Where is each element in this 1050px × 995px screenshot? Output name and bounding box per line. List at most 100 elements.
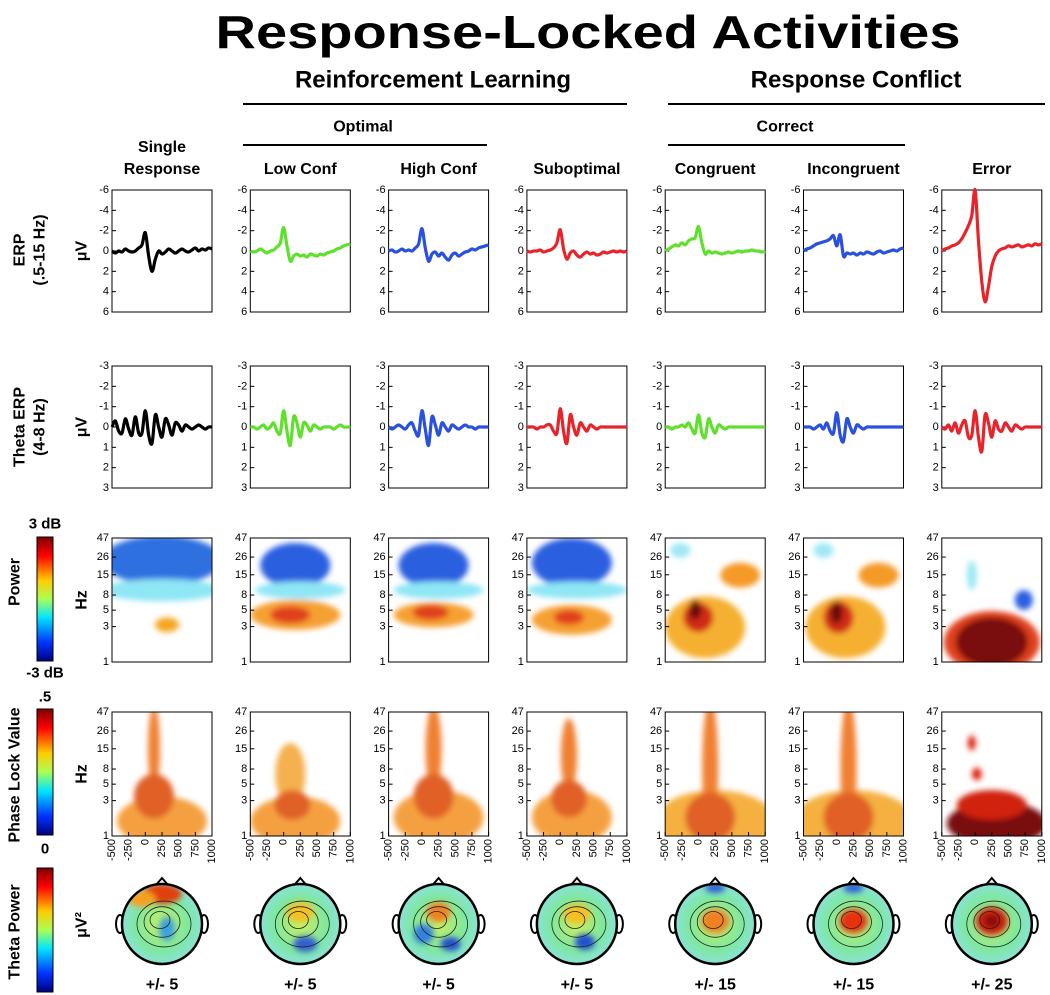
group-label: Reinforcement Learning [295,67,571,94]
plot-frame [526,537,628,663]
column-title: Incongruent [807,161,900,178]
x-tick-label: 750 [1019,839,1031,857]
x-tick-label: 1000 [483,839,495,863]
y-tick-label: 0 [933,421,939,433]
plot-frame [803,537,904,663]
column-title: Suboptimal [533,161,621,178]
y-tick-label: 6 [518,306,524,318]
scalp-blob [701,909,730,933]
y-tick-label: 6 [656,306,662,318]
y-tick-label: -3 [652,360,662,372]
y-tick-label: 1 [103,656,109,668]
y-tick-label: 1 [794,830,800,842]
x-tick-label: -500 [383,839,395,861]
row-label: Theta Power [7,884,24,979]
contour [136,900,192,948]
heatmap-image [805,542,899,659]
y-tick-label: 8 [794,589,800,601]
y-tick-label: 5 [794,778,800,790]
waveform [387,409,489,448]
x-tick-label: -250 [123,839,135,861]
y-tick-label: -1 [238,401,248,413]
contour [696,906,734,938]
contour [413,900,469,948]
scalp-outline [673,882,757,966]
y-tick-label: 26 [788,551,800,563]
y-tick-label: 15 [650,743,662,755]
heat-blob [412,604,449,620]
topomap-scale: +/- 5 [146,977,179,994]
scalp-blobs [975,907,1008,935]
y-tick-label: 5 [103,778,109,790]
x-tick-label: -500 [798,839,810,861]
y-tick-label: 5 [656,604,662,616]
y-tick-label: 2 [794,462,800,474]
y-tick-label: -3 [238,360,248,372]
y-tick-label: 47 [650,532,662,544]
scalp-blob [413,924,434,944]
heat-blob [155,617,179,633]
y-axis-label: Hz [74,590,91,610]
scalp-outline [120,882,204,966]
y-tick-label: -6 [376,184,386,196]
y-axis-label: μV [74,240,91,261]
x-tick-label: -250 [538,839,550,861]
y-tick-label: 1 [794,656,800,668]
x-tick-label: 750 [604,839,616,857]
heat-blob [858,562,899,588]
heat-blob [255,581,346,599]
y-tick-label: -1 [514,401,524,413]
x-tick-label: -250 [399,839,411,861]
y-tick-label: 26 [512,725,524,737]
heatmap-image [117,712,207,836]
y-tick-label: 5 [656,778,662,790]
heat-blob [526,581,627,599]
heatmap-image [112,538,212,633]
heat-blob [670,542,691,558]
y-tick-label: -4 [791,204,801,216]
y-tick-label: -1 [652,401,662,413]
scalp-blobs [562,904,595,950]
contour [835,906,872,938]
heat-blob [112,538,212,586]
y-tick-label: -3 [99,360,109,372]
y-tick-label: -2 [376,225,386,237]
y-tick-label: 3 [794,621,800,633]
y-tick-label: 1 [241,830,247,842]
heat-blobs [393,712,484,836]
x-tick-label: 500 [864,839,876,857]
y-tick-label: 47 [373,706,385,718]
heat-blobs [250,743,341,836]
heat-blob [134,774,174,819]
y-tick-label: 8 [656,763,662,775]
scalp-outline [950,882,1034,966]
y-tick-label: 26 [927,725,939,737]
scalp-blob [440,937,461,951]
topomap-scale: +/- 15 [833,977,874,994]
y-tick-label: -2 [791,225,801,237]
y-tick-label: 3 [379,482,385,494]
colorbar-label: -3 dB [26,665,64,682]
y-tick-label: 8 [518,589,524,601]
y-tick-label: 6 [379,306,385,318]
y-tick-label: 2 [656,265,662,277]
x-tick-label: 250 [571,839,583,857]
y-tick-label: 47 [373,532,385,544]
y-tick-label: 15 [512,569,524,581]
heatmap-image [393,712,484,836]
y-tick-label: 0 [656,421,662,433]
y-tick-label: 2 [933,265,939,277]
y-tick-label: 1 [933,441,939,453]
y-tick-label: 1 [103,441,109,453]
heat-blob [1014,590,1033,610]
y-tick-label: 1 [518,830,524,842]
waveform [664,224,766,256]
y-tick-label: 2 [103,462,109,474]
y-tick-label: 3 [103,795,109,807]
scalp-outline [812,882,895,966]
y-tick-label: 0 [379,421,385,433]
scalp-blob [574,934,595,950]
topomap [115,876,209,966]
y-tick-label: 0 [656,245,662,257]
y-tick-label: -4 [238,204,248,216]
